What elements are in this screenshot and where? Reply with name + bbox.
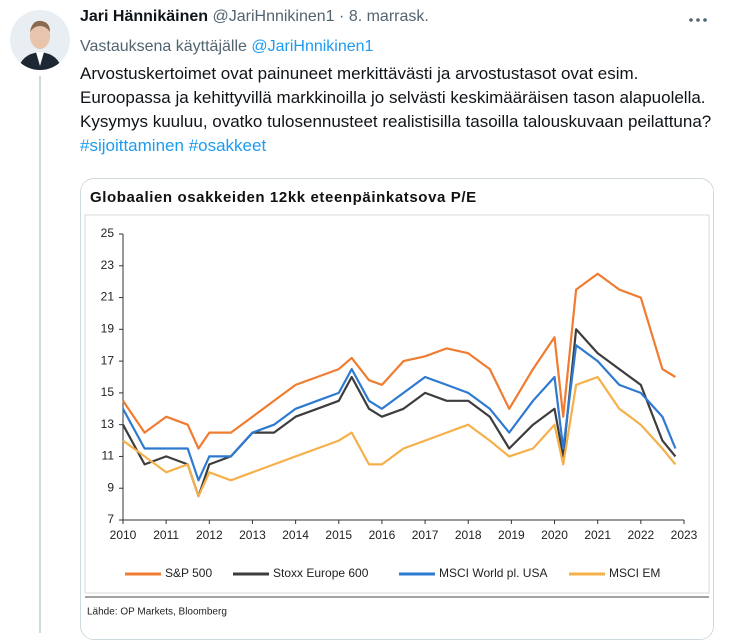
thread-line	[39, 76, 41, 633]
source: Lähde: OP Markets, Bloomberg	[87, 607, 227, 618]
reply-context: Vastauksena käyttäjälle @JariHnnikinen1	[80, 38, 373, 56]
x-tick-label: 2016	[369, 528, 396, 542]
x-tick-label: 2020	[541, 528, 568, 542]
y-tick-label: 21	[101, 290, 115, 304]
y-tick-label: 19	[101, 322, 115, 336]
x-tick-label: 2015	[325, 528, 352, 542]
legend-label: MSCI EM	[609, 566, 660, 580]
y-tick-label: 11	[102, 449, 115, 463]
separator: ·	[339, 8, 345, 25]
y-tick-label: 15	[101, 385, 115, 399]
y-tick-label: 9	[107, 480, 114, 494]
y-tick-label: 25	[101, 226, 115, 240]
series-line	[122, 344, 677, 482]
avatar[interactable]	[10, 10, 70, 70]
media-card[interactable]: Globaalien osakkeiden 12kk eteenpäinkats…	[80, 178, 714, 640]
tweet-text: Arvostuskertoimet ovat painuneet merkitt…	[80, 62, 720, 158]
y-tick-label: 23	[101, 258, 115, 272]
tweet-header: Jari Hännikäinen @JariHnnikinen1 · 8. ma…	[80, 8, 429, 26]
x-tick-label: 2023	[671, 528, 698, 542]
legend-label: Stoxx Europe 600	[273, 566, 369, 580]
hashtag[interactable]: #osakkeet	[188, 136, 267, 155]
x-tick-label: 2018	[455, 528, 482, 542]
series-line	[122, 375, 677, 498]
chart-background	[81, 179, 713, 639]
author-handle[interactable]: @JariHnnikinen1	[212, 8, 335, 25]
hashtag[interactable]: #sijoittaminen	[80, 136, 184, 155]
chart-title: Globaalien osakkeiden 12kk eteenpäinkats…	[90, 189, 477, 206]
x-tick-label: 2012	[196, 528, 223, 542]
chart: Globaalien osakkeiden 12kk eteenpäinkats…	[81, 179, 713, 639]
x-tick-label: 2010	[110, 528, 137, 542]
y-tick-label: 13	[101, 417, 115, 431]
x-tick-label: 2019	[498, 528, 525, 542]
x-tick-label: 2022	[627, 528, 654, 542]
x-tick-label: 2014	[282, 528, 309, 542]
author-name[interactable]: Jari Hännikäinen	[80, 8, 209, 25]
x-tick-label: 2021	[584, 528, 611, 542]
tweet-date[interactable]: 8. marrask.	[348, 8, 429, 25]
x-tick-label: 2013	[239, 528, 266, 542]
reply-mention[interactable]: @JariHnnikinen1	[251, 38, 374, 55]
x-tick-label: 2011	[153, 528, 179, 542]
legend-label: S&P 500	[165, 566, 212, 580]
legend-label: MSCI World pl. USA	[439, 566, 547, 580]
series-line	[122, 272, 676, 450]
series-line	[122, 328, 677, 498]
y-tick-label: 7	[107, 512, 114, 526]
reply-label: Vastauksena käyttäjälle	[80, 38, 247, 55]
y-tick-label: 17	[101, 353, 115, 367]
more-button[interactable]	[686, 12, 710, 28]
x-tick-label: 2017	[412, 528, 439, 542]
tweet-body: Arvostuskertoimet ovat painuneet merkitt…	[80, 64, 712, 131]
plot-frame	[84, 214, 710, 594]
